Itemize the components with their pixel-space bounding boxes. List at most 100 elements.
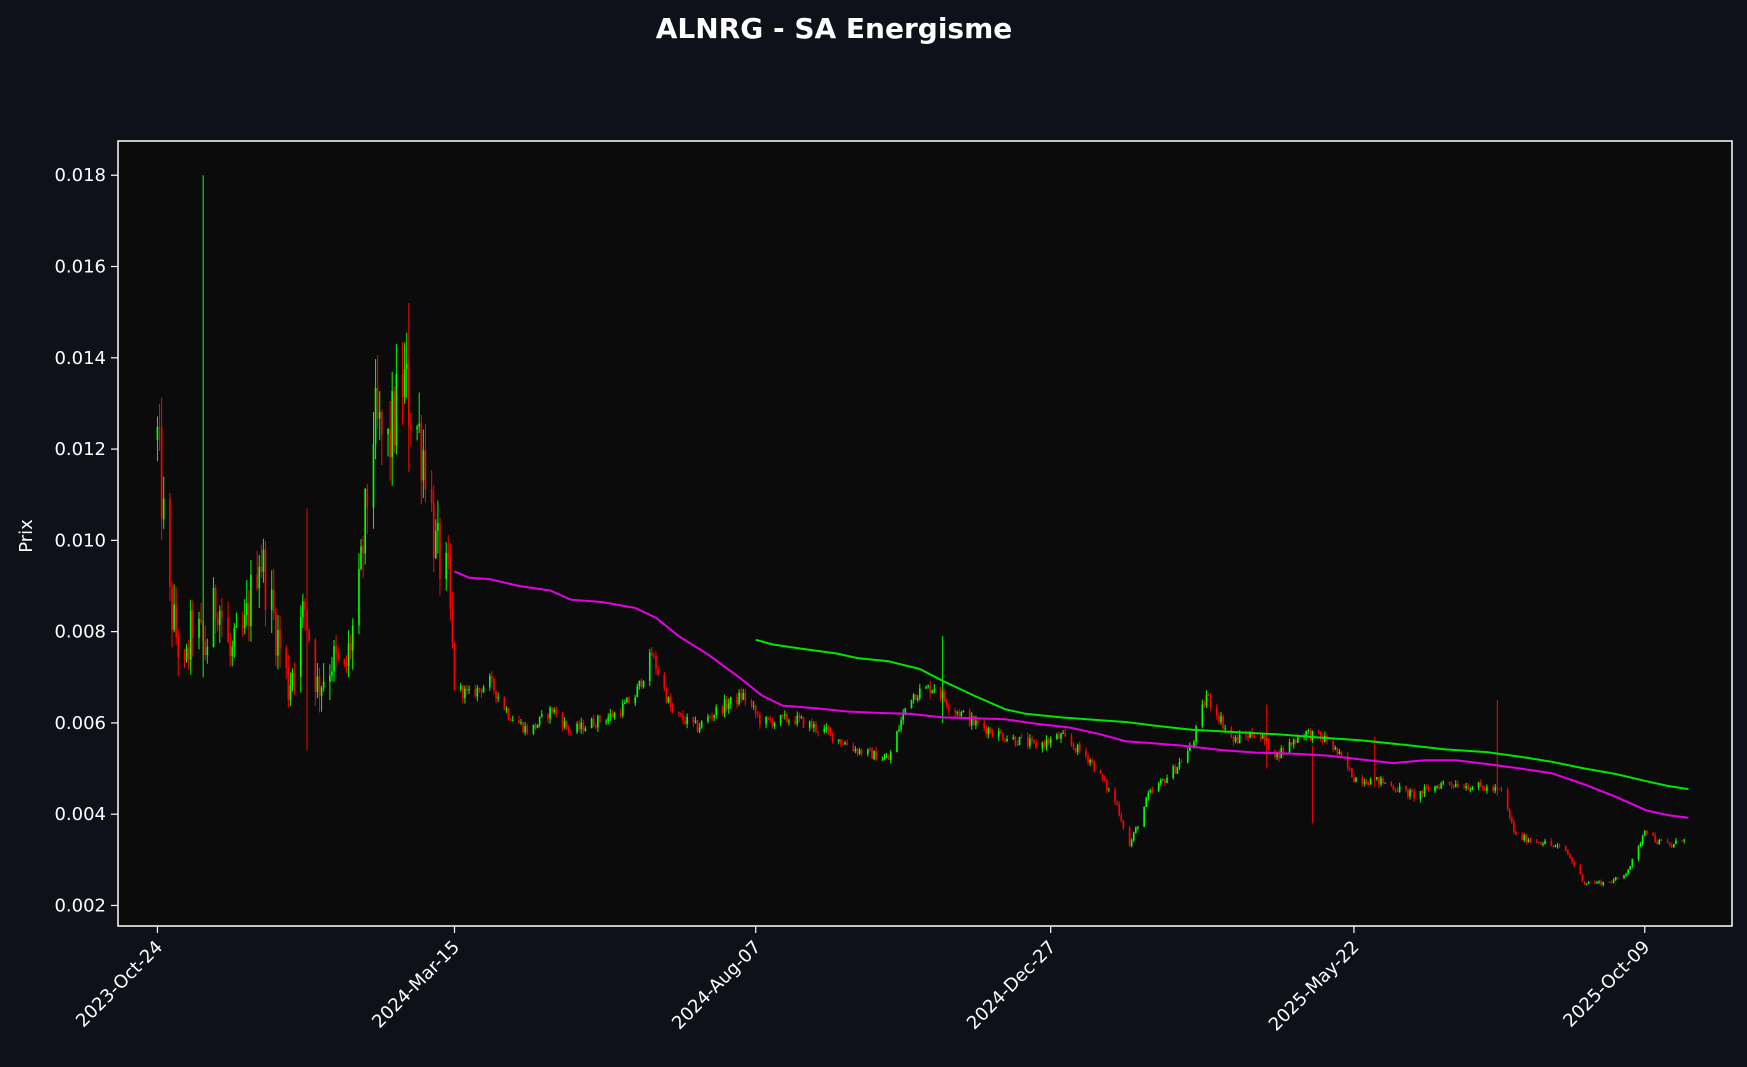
candle-body (1186, 750, 1189, 763)
candle-body (160, 427, 163, 520)
candle-body (989, 728, 992, 733)
candle-body (813, 724, 815, 728)
candle-body (1029, 738, 1031, 747)
candle-body (189, 610, 192, 660)
candle-body (858, 749, 861, 754)
candle-body (335, 646, 337, 654)
candle-body (624, 702, 626, 704)
candle-body (302, 601, 304, 618)
candle-body (1612, 880, 1615, 883)
candle-body (214, 587, 217, 619)
candle-body (678, 712, 680, 714)
candle-body (887, 756, 890, 760)
candle-body (1122, 821, 1125, 828)
candle-body (653, 655, 655, 657)
candle-body (900, 720, 902, 730)
moving-average-lines (454, 570, 1689, 819)
candle-body (1675, 840, 1677, 845)
candle-body (1627, 869, 1629, 874)
candle-body (216, 618, 219, 625)
candle-body (1118, 804, 1121, 816)
candle-body (1666, 841, 1669, 844)
candle-body (1016, 744, 1019, 746)
candle-body (547, 714, 549, 719)
candle-body (380, 412, 383, 435)
candle-body (788, 720, 790, 722)
candle-body (1332, 741, 1335, 750)
candle-body (750, 700, 753, 707)
candle-body (1263, 735, 1266, 741)
candle-body (794, 720, 797, 724)
candle-body (1207, 695, 1210, 697)
candle-body (430, 489, 433, 503)
candle-body (1018, 736, 1021, 746)
candle-body (248, 603, 250, 627)
candle-body (1078, 744, 1081, 752)
candle-body (366, 488, 369, 508)
candle-body (293, 673, 296, 677)
candle-body (1043, 742, 1046, 747)
candle-body (565, 721, 568, 728)
candle-body (1567, 850, 1569, 855)
candlesticks (156, 175, 1686, 887)
candle-body (1099, 770, 1102, 774)
y-tick-label: 0.014 (54, 348, 106, 369)
candle-body (538, 716, 541, 725)
candle-body (464, 688, 466, 699)
candle-body (694, 720, 697, 723)
candle-body (1234, 737, 1237, 742)
candle-body (191, 610, 194, 638)
candle-body (669, 697, 672, 707)
candle-body (580, 722, 583, 730)
candle-body (991, 732, 994, 737)
candle-body (954, 710, 956, 713)
candle-body (1610, 882, 1613, 884)
candle-body (852, 745, 855, 751)
candle-body (258, 566, 261, 589)
candle-body (329, 675, 331, 682)
candle-body (289, 685, 292, 700)
candle-body (1151, 790, 1154, 792)
candle-body (912, 694, 915, 700)
candle-body (983, 722, 986, 729)
candle-body (1180, 761, 1183, 763)
candle-body (684, 720, 686, 725)
candle-body (1087, 756, 1089, 763)
candle-body (736, 696, 738, 704)
candle-body (711, 717, 713, 719)
candle-body (322, 681, 325, 688)
candle-body (551, 707, 553, 712)
candle-body (1540, 842, 1542, 845)
candle-body (754, 705, 757, 714)
candle-body (945, 700, 948, 707)
candle-body (956, 712, 959, 714)
candle-body (740, 692, 742, 700)
y-tick-label: 0.008 (54, 622, 106, 643)
candle-body (1216, 707, 1218, 716)
candle-body (1564, 846, 1567, 851)
candle-body (466, 688, 468, 691)
candle-body (488, 675, 491, 688)
candle-body (837, 739, 840, 742)
candle-body (1378, 777, 1380, 785)
candle-body (1114, 789, 1116, 803)
candle-body (831, 732, 834, 742)
candle-body (1608, 881, 1611, 883)
candle-body (860, 749, 863, 754)
candle-body (619, 713, 622, 716)
candle-body (1508, 809, 1511, 818)
candle-body (1537, 841, 1540, 843)
candle-body (1193, 741, 1195, 746)
candle-body (1513, 821, 1515, 832)
candle-body (1398, 786, 1401, 792)
candle-body (1334, 747, 1337, 750)
candle-body (1020, 736, 1023, 738)
candle-body (1049, 739, 1052, 744)
candle-body (1336, 747, 1339, 754)
candle-body (628, 697, 630, 704)
candle-body (1292, 739, 1295, 745)
candle-body (1236, 737, 1239, 744)
candle-body (474, 689, 477, 697)
candle-body (1683, 839, 1686, 841)
candle-body (960, 711, 963, 716)
